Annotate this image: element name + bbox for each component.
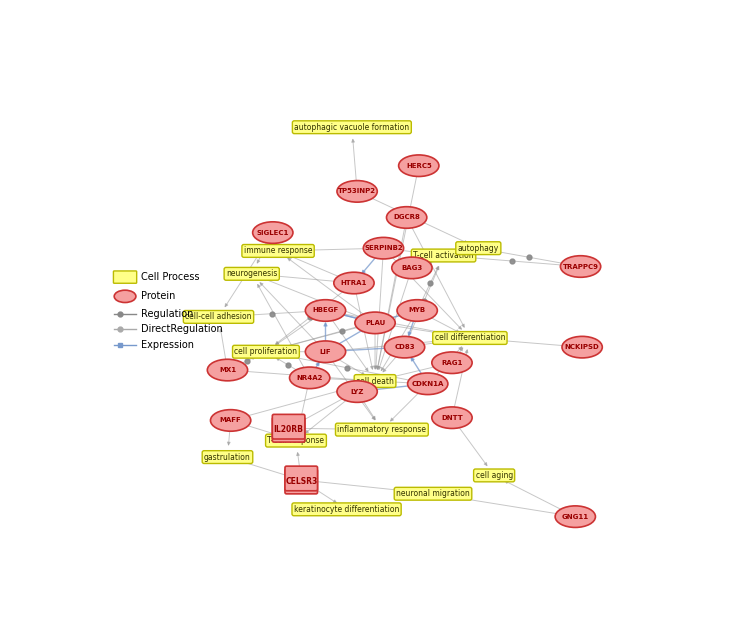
Text: NCKIPSD: NCKIPSD — [565, 344, 599, 350]
Text: cell differentiation: cell differentiation — [434, 333, 505, 342]
Text: DGCR8: DGCR8 — [393, 215, 420, 220]
Text: SIGLEC1: SIGLEC1 — [257, 230, 289, 236]
Ellipse shape — [207, 359, 248, 381]
Ellipse shape — [562, 337, 602, 358]
Text: LYZ: LYZ — [350, 389, 364, 394]
Text: CD83: CD83 — [394, 344, 415, 350]
Text: cell proliferation: cell proliferation — [235, 347, 297, 356]
Text: autophagy: autophagy — [458, 244, 499, 252]
Text: NR4A2: NR4A2 — [297, 375, 323, 381]
Ellipse shape — [289, 367, 330, 389]
Text: GNG11: GNG11 — [562, 514, 589, 519]
Text: IL20RB: IL20RB — [274, 425, 303, 435]
Text: MAFF: MAFF — [220, 418, 241, 423]
FancyBboxPatch shape — [272, 414, 305, 439]
Text: LIF: LIF — [320, 349, 332, 355]
Text: Expression: Expression — [141, 340, 194, 350]
Ellipse shape — [555, 506, 596, 528]
Text: cell aging: cell aging — [476, 471, 513, 480]
Text: T-cell activation: T-cell activation — [413, 251, 474, 260]
Text: TRAPPC9: TRAPPC9 — [562, 264, 599, 269]
Text: SERPINB2: SERPINB2 — [364, 245, 403, 251]
Text: neuronal migration: neuronal migration — [396, 489, 470, 498]
Text: RAG1: RAG1 — [441, 360, 462, 365]
Text: CELSR3: CELSR3 — [285, 477, 317, 486]
Text: MYB: MYB — [408, 308, 425, 313]
Ellipse shape — [560, 256, 601, 278]
Ellipse shape — [334, 272, 374, 294]
Ellipse shape — [399, 155, 439, 176]
Text: HBEGF: HBEGF — [312, 308, 339, 313]
Ellipse shape — [397, 300, 437, 322]
Ellipse shape — [391, 257, 432, 279]
Text: MX1: MX1 — [219, 367, 236, 373]
Ellipse shape — [432, 352, 472, 374]
Text: autophagic vacuole formation: autophagic vacuole formation — [295, 122, 409, 132]
FancyBboxPatch shape — [272, 418, 305, 442]
Text: TP53INP2: TP53INP2 — [338, 188, 376, 195]
Ellipse shape — [337, 381, 377, 403]
Text: cell death: cell death — [356, 377, 394, 386]
Ellipse shape — [306, 300, 346, 322]
Text: Protein: Protein — [141, 291, 175, 301]
Ellipse shape — [337, 181, 377, 202]
Ellipse shape — [252, 222, 293, 244]
Text: neurogenesis: neurogenesis — [226, 269, 278, 278]
Text: Cell Process: Cell Process — [141, 272, 199, 282]
Text: PLAU: PLAU — [365, 320, 385, 326]
Ellipse shape — [386, 207, 427, 228]
Text: keratinocyte differentiation: keratinocyte differentiation — [294, 505, 400, 514]
Ellipse shape — [408, 373, 448, 394]
FancyBboxPatch shape — [285, 469, 317, 494]
Text: DirectRegulation: DirectRegulation — [141, 325, 222, 335]
Ellipse shape — [363, 237, 403, 259]
FancyBboxPatch shape — [285, 466, 317, 491]
Text: inflammatory response: inflammatory response — [337, 425, 426, 434]
Ellipse shape — [432, 407, 472, 428]
Text: gastrulation: gastrulation — [204, 453, 251, 462]
Text: T-cell response: T-cell response — [267, 436, 324, 445]
Ellipse shape — [114, 290, 136, 303]
Text: DNTT: DNTT — [441, 414, 462, 421]
FancyBboxPatch shape — [113, 271, 137, 283]
Text: BAG3: BAG3 — [401, 265, 423, 271]
Ellipse shape — [384, 337, 425, 358]
Text: immune response: immune response — [243, 246, 312, 256]
Text: cell-cell adhesion: cell-cell adhesion — [185, 312, 252, 322]
Text: CDKN1A: CDKN1A — [411, 381, 444, 387]
Ellipse shape — [355, 312, 395, 333]
Text: Regulation: Regulation — [141, 309, 193, 319]
Text: HERC5: HERC5 — [406, 163, 431, 169]
Ellipse shape — [306, 341, 346, 362]
Ellipse shape — [210, 409, 251, 431]
Text: HTRA1: HTRA1 — [340, 280, 367, 286]
